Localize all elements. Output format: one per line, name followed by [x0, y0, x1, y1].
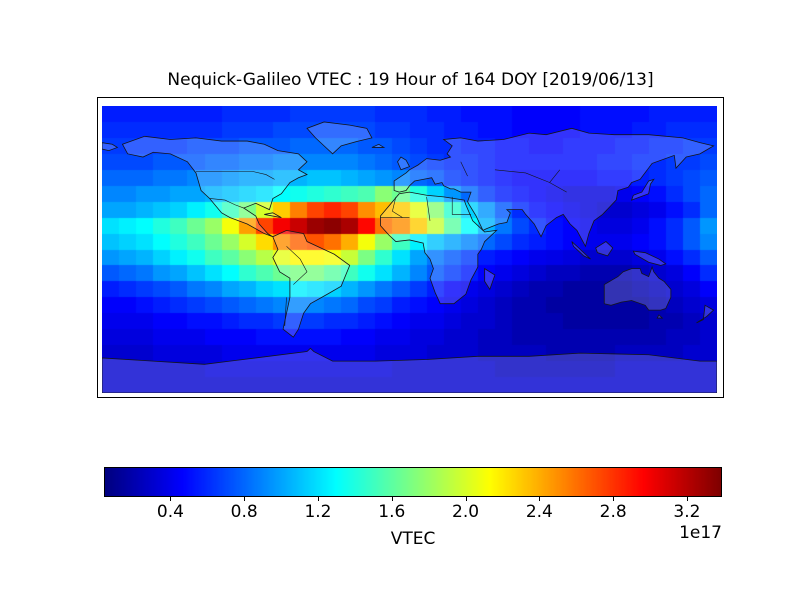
colorbar-tick-mark — [465, 497, 467, 501]
colorbar-tick-label: 2.8 — [599, 502, 627, 522]
map-axes-frame — [97, 97, 724, 398]
colorbar-label: VTEC — [390, 529, 436, 549]
us-canada-border — [195, 171, 274, 179]
plot-title: Nequick-Galileo VTEC : 19 Hour of 164 DO… — [167, 70, 654, 90]
colorbar-tick-label: 2.4 — [525, 502, 553, 522]
new-zealand-coastline — [696, 305, 713, 323]
cuba-coastline — [264, 212, 281, 217]
islands-coastlines — [264, 144, 713, 323]
chukotka-wrap-fragment — [101, 142, 117, 150]
colorbar-tick-label: 0.4 — [156, 502, 184, 522]
tasmania-coastline — [657, 314, 662, 317]
colorbar-tick-label: 3.2 — [673, 502, 701, 522]
map-area — [101, 105, 717, 393]
sumatra-coastline — [571, 241, 590, 259]
world-coastlines-overlay — [101, 106, 717, 393]
colorbar-tick-mark — [539, 497, 541, 501]
antarctica-coastline — [101, 348, 717, 393]
iceland-coastline — [371, 144, 383, 147]
colorbar-tick-mark — [391, 497, 393, 501]
south-america-coastline — [272, 230, 349, 337]
colorbar-offset-label: 1e17 — [679, 523, 722, 543]
australia-coastline — [604, 267, 671, 310]
nw-africa-borders — [380, 196, 471, 220]
colorbar-tick-mark — [244, 497, 246, 501]
asia-borders — [460, 161, 566, 191]
colorbar-tick-mark — [317, 497, 319, 501]
new-guinea-coastline — [633, 251, 665, 265]
greenland-coastline — [307, 121, 372, 153]
vtec-heatmap-canvas — [101, 105, 717, 393]
country-borders — [195, 161, 566, 325]
japan-coastline — [631, 179, 653, 200]
us-mexico-border — [209, 198, 243, 208]
colorbar-tick-mark — [170, 497, 172, 501]
colorbar-tick-mark — [686, 497, 688, 501]
colorbar-tick-label: 1.6 — [378, 502, 406, 522]
borneo-coastline — [595, 241, 612, 255]
colorbar-gradient-canvas — [105, 468, 721, 496]
madagascar-coastline — [484, 268, 494, 289]
africa-coastline — [380, 192, 496, 304]
uk-coastline — [397, 157, 409, 170]
colorbar-tick-label: 1.2 — [304, 502, 332, 522]
eurasia-coastline — [394, 128, 713, 246]
colorbar-frame — [104, 467, 722, 497]
north-america-coastline — [122, 136, 307, 236]
south-america-borders — [284, 246, 306, 326]
colorbar-tick-label: 0.8 — [230, 502, 258, 522]
colorbar-tick-mark — [613, 497, 615, 501]
colorbar-tick-label: 2.0 — [452, 502, 480, 522]
